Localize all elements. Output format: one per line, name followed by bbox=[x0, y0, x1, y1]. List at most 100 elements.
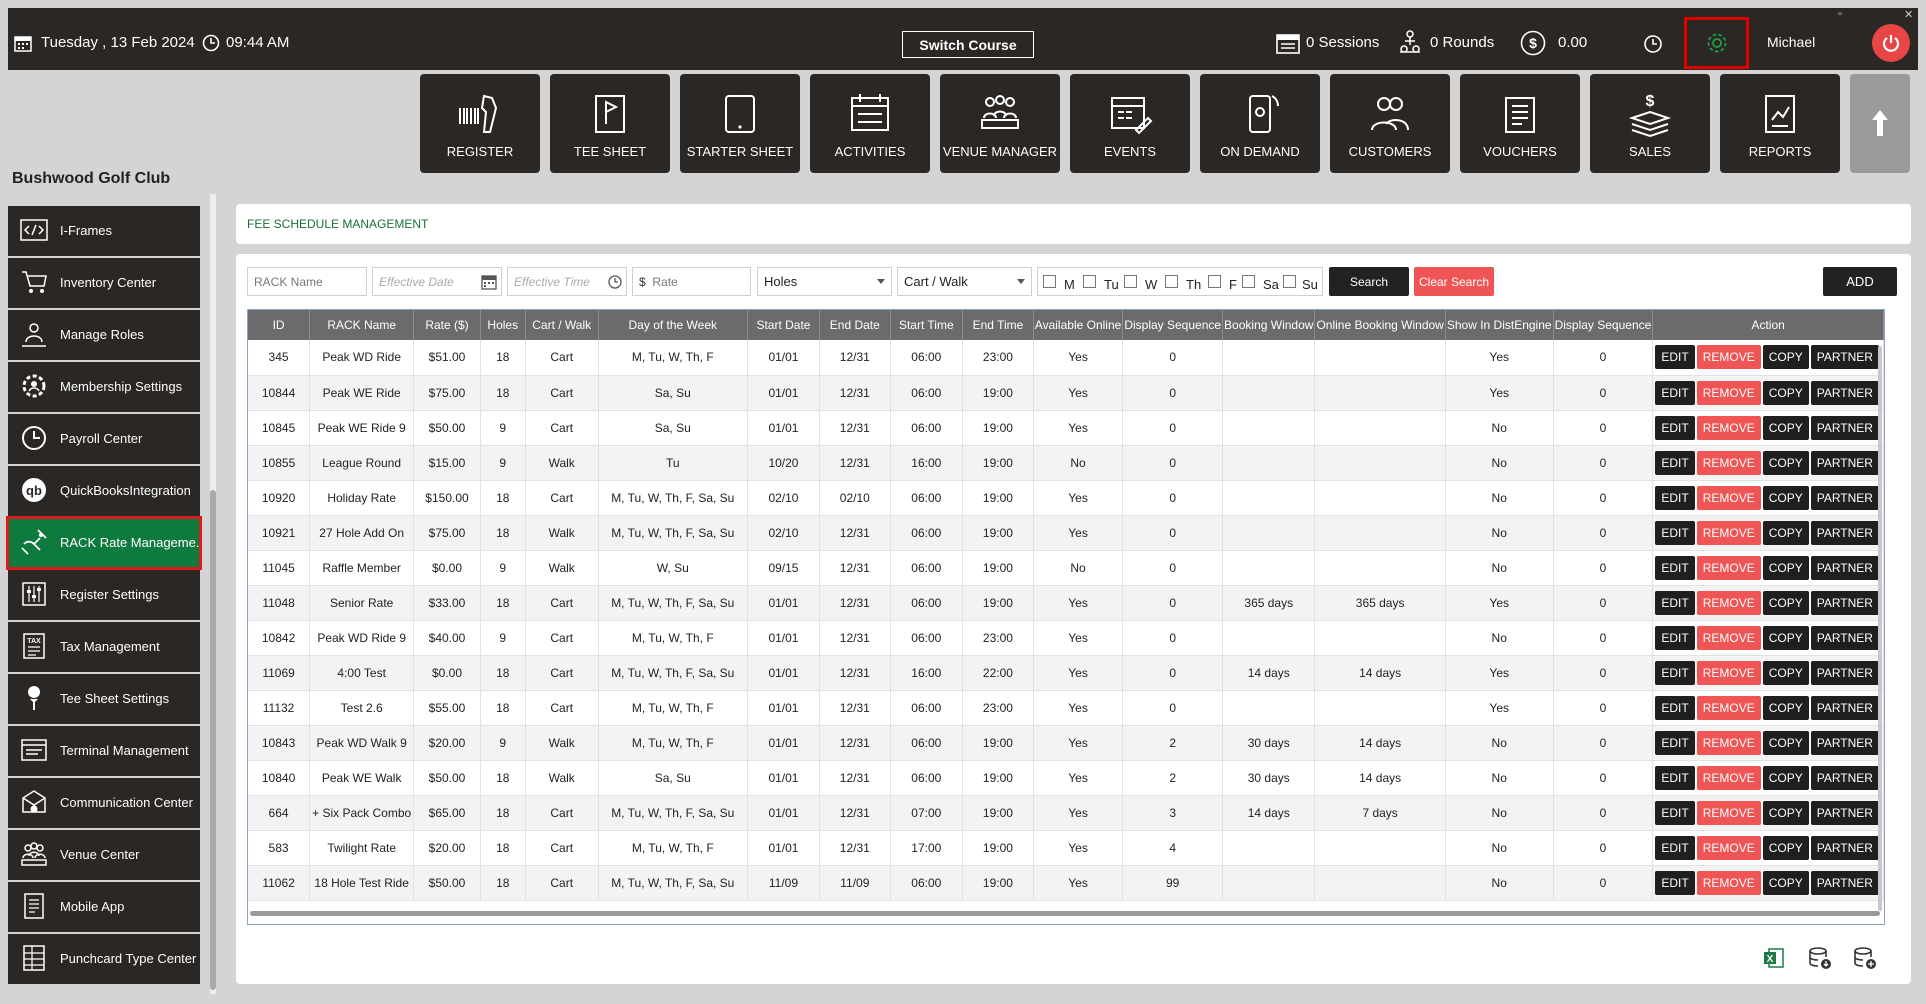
table-row[interactable]: 11062 18 Hole Test Ride $50.00 18 Cart M, Tu,… bbox=[248, 865, 1884, 901]
column-header[interactable]: Rate ($) bbox=[413, 310, 481, 340]
table-row[interactable]: 11045 Raffle Member $0.00 9 Walk W, Su 09/15 12… bbox=[248, 550, 1884, 586]
sidebar-item-inventory-center[interactable]: Inventory Center bbox=[8, 258, 200, 308]
column-header[interactable]: Online Booking Window bbox=[1314, 310, 1446, 340]
edit-button[interactable]: EDIT bbox=[1655, 870, 1695, 895]
table-row[interactable]: 664 + Six Pack Combo $65.00 18 Cart M, Tu, W,… bbox=[248, 795, 1884, 831]
edit-button[interactable]: EDIT bbox=[1655, 520, 1695, 545]
sidebar-item-tax-management[interactable]: TAX Tax Management bbox=[8, 622, 200, 672]
copy-button[interactable]: COPY bbox=[1762, 660, 1809, 685]
table-row[interactable]: 10840 Peak WE Walk $50.00 18 Walk Sa, Su 01/01… bbox=[248, 760, 1884, 796]
sidebar-item-payroll-center[interactable]: Payroll Center bbox=[8, 414, 200, 464]
close-icon[interactable]: ✕ bbox=[1904, 9, 1914, 21]
remove-button[interactable]: REMOVE bbox=[1696, 485, 1761, 510]
effective-date-input[interactable]: Effective Date bbox=[372, 267, 502, 296]
edit-button[interactable]: EDIT bbox=[1655, 660, 1695, 685]
copy-button[interactable]: COPY bbox=[1762, 835, 1809, 860]
power-button[interactable] bbox=[1872, 24, 1910, 62]
copy-button[interactable]: COPY bbox=[1762, 800, 1809, 825]
column-header[interactable]: End Time bbox=[962, 310, 1034, 340]
partner-button[interactable]: PARTNER bbox=[1810, 835, 1879, 860]
column-header[interactable]: Start Date bbox=[747, 310, 821, 340]
minimize-icon[interactable]: ▫ bbox=[1838, 8, 1842, 20]
edit-button[interactable]: EDIT bbox=[1655, 695, 1695, 720]
column-header[interactable]: Cart / Walk bbox=[525, 310, 599, 340]
remove-button[interactable]: REMOVE bbox=[1696, 345, 1761, 370]
switch-course-button[interactable]: Switch Course bbox=[902, 31, 1034, 58]
copy-button[interactable]: COPY bbox=[1762, 380, 1809, 405]
database-add-icon[interactable] bbox=[1853, 946, 1877, 970]
edit-button[interactable]: EDIT bbox=[1655, 835, 1695, 860]
day-checkbox-w[interactable] bbox=[1124, 275, 1137, 288]
remove-button[interactable]: REMOVE bbox=[1696, 765, 1761, 790]
excel-export-icon[interactable]: X bbox=[1763, 947, 1785, 969]
column-header[interactable]: Holes bbox=[480, 310, 526, 340]
partner-button[interactable]: PARTNER bbox=[1810, 555, 1879, 580]
day-checkbox-f[interactable] bbox=[1208, 275, 1221, 288]
time-picker-icon[interactable] bbox=[608, 275, 622, 289]
nav-starter-sheet[interactable]: STARTER SHEET bbox=[680, 74, 800, 173]
copy-button[interactable]: COPY bbox=[1762, 765, 1809, 790]
edit-button[interactable]: EDIT bbox=[1655, 625, 1695, 650]
sidebar-item-register-settings[interactable]: Register Settings bbox=[8, 570, 200, 620]
column-header[interactable]: Booking Window bbox=[1222, 310, 1316, 340]
remove-button[interactable]: REMOVE bbox=[1696, 800, 1761, 825]
day-checkbox-sa[interactable] bbox=[1242, 275, 1255, 288]
table-row[interactable]: 10920 Holiday Rate $150.00 18 Cart M, Tu, W, … bbox=[248, 480, 1884, 516]
copy-button[interactable]: COPY bbox=[1762, 345, 1809, 370]
edit-button[interactable]: EDIT bbox=[1655, 765, 1695, 790]
copy-button[interactable]: COPY bbox=[1762, 730, 1809, 755]
clear-search-button[interactable]: Clear Search bbox=[1414, 267, 1494, 296]
partner-button[interactable]: PARTNER bbox=[1810, 800, 1879, 825]
edit-button[interactable]: EDIT bbox=[1655, 485, 1695, 510]
table-row[interactable]: 583 Twilight Rate $20.00 18 Cart M, Tu, W, Th… bbox=[248, 830, 1884, 866]
effective-time-input[interactable]: Effective Time bbox=[507, 267, 627, 296]
partner-button[interactable]: PARTNER bbox=[1810, 450, 1879, 475]
partner-button[interactable]: PARTNER bbox=[1810, 870, 1879, 895]
settings-highlight[interactable] bbox=[1684, 17, 1749, 69]
nav-events[interactable]: EVENTS bbox=[1070, 74, 1190, 173]
table-row[interactable]: 11048 Senior Rate $33.00 18 Cart M, Tu, W, Th… bbox=[248, 585, 1884, 621]
sidebar-item-manage-roles[interactable]: Manage Roles bbox=[8, 310, 200, 360]
column-header[interactable]: Available Online bbox=[1033, 310, 1124, 340]
remove-button[interactable]: REMOVE bbox=[1696, 835, 1761, 860]
remove-button[interactable]: REMOVE bbox=[1696, 660, 1761, 685]
nav-activities[interactable]: ACTIVITIES bbox=[810, 74, 930, 173]
column-header[interactable]: Action bbox=[1652, 310, 1884, 340]
partner-button[interactable]: PARTNER bbox=[1810, 415, 1879, 440]
edit-button[interactable]: EDIT bbox=[1655, 555, 1695, 580]
day-checkbox-th[interactable] bbox=[1165, 275, 1178, 288]
collapse-nav-button[interactable] bbox=[1850, 74, 1910, 173]
sidebar-item-membership-settings[interactable]: Membership Settings bbox=[8, 362, 200, 412]
column-header[interactable]: End Date bbox=[819, 310, 891, 340]
table-row[interactable]: 10844 Peak WE Ride $75.00 18 Cart Sa, Su 01/01… bbox=[248, 375, 1884, 411]
sidebar-item-rack-rate-management[interactable]: RACK Rate Manageme... bbox=[6, 516, 202, 570]
table-row[interactable]: 11069 4:00 Test $0.00 18 Cart M, Tu, W, Th, F… bbox=[248, 655, 1884, 691]
table-row[interactable]: 10845 Peak WE Ride 9 $50.00 9 Cart Sa, Su 01/0… bbox=[248, 410, 1884, 446]
partner-button[interactable]: PARTNER bbox=[1810, 380, 1879, 405]
edit-button[interactable]: EDIT bbox=[1655, 345, 1695, 370]
nav-sales[interactable]: $ SALES bbox=[1590, 74, 1710, 173]
edit-button[interactable]: EDIT bbox=[1655, 800, 1695, 825]
remove-button[interactable]: REMOVE bbox=[1696, 520, 1761, 545]
day-checkbox-su[interactable] bbox=[1283, 275, 1296, 288]
table-horizontal-scrollbar[interactable] bbox=[250, 911, 1880, 916]
sidebar-item-terminal-management[interactable]: Terminal Management bbox=[8, 726, 200, 776]
table-row[interactable]: 10843 Peak WD Walk 9 $20.00 9 Walk M, Tu, W, … bbox=[248, 725, 1884, 761]
day-checkbox-tu[interactable] bbox=[1083, 275, 1096, 288]
remove-button[interactable]: REMOVE bbox=[1696, 730, 1761, 755]
day-checkbox-m[interactable] bbox=[1043, 275, 1056, 288]
column-header[interactable]: RACK Name bbox=[309, 310, 415, 340]
partner-button[interactable]: PARTNER bbox=[1810, 695, 1879, 720]
copy-button[interactable]: COPY bbox=[1762, 695, 1809, 720]
table-row[interactable]: 10855 League Round $15.00 9 Walk Tu 10/20 12/31… bbox=[248, 445, 1884, 481]
nav-register[interactable]: REGISTER bbox=[420, 74, 540, 173]
table-row[interactable]: 345 Peak WD Ride $51.00 18 Cart M, Tu, W, Th,… bbox=[248, 340, 1884, 376]
partner-button[interactable]: PARTNER bbox=[1810, 625, 1879, 650]
copy-button[interactable]: COPY bbox=[1762, 415, 1809, 440]
remove-button[interactable]: REMOVE bbox=[1696, 555, 1761, 580]
column-header[interactable]: Show In DistEngine bbox=[1445, 310, 1554, 340]
sidebar-item-punchcard-type-center[interactable]: Punchcard Type Center bbox=[8, 934, 200, 984]
nav-on-demand[interactable]: ON DEMAND bbox=[1200, 74, 1320, 173]
copy-button[interactable]: COPY bbox=[1762, 590, 1809, 615]
holes-select[interactable]: Holes bbox=[757, 267, 892, 296]
